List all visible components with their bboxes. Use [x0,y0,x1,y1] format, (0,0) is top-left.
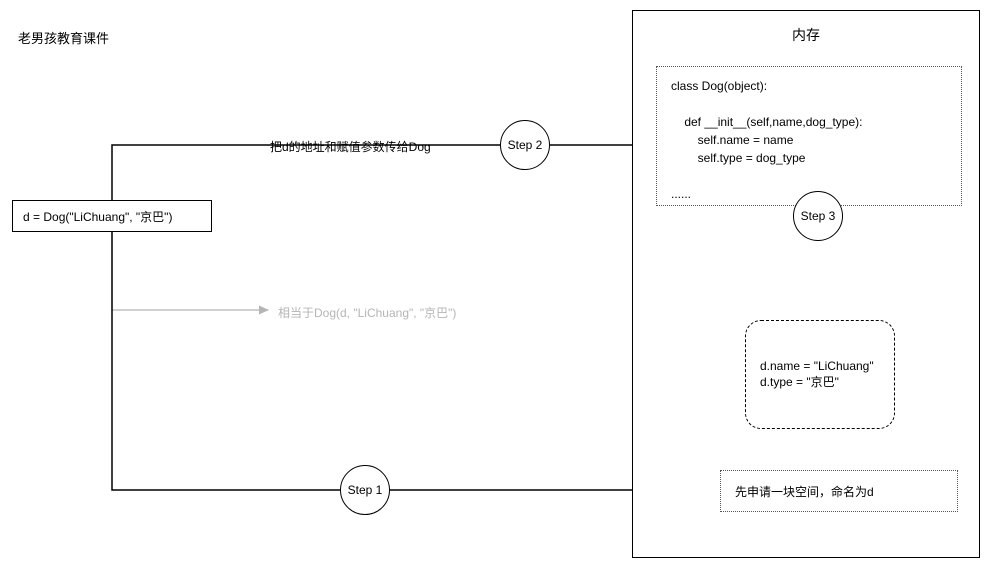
equiv-call-label: 相当于Dog(d, "LiChuang", "京巴") [278,304,456,321]
step1-circle: Step 1 [340,465,390,515]
pass-args-label: 把d的地址和赋值参数传给Dog [270,138,431,155]
step3-label: Step 3 [801,209,836,223]
step2-circle: Step 2 [500,120,550,170]
diagram-canvas: 老男孩教育课件 d = Dog("LiChuang", "京巴") 内存 cla… [0,0,992,569]
edge-src-to-step1 [112,232,340,490]
step1-label: Step 1 [348,483,383,497]
instance-attrs-text: d.name = "LiChuang" d.type = "京巴" [760,359,880,390]
class-def-box: class Dog(object): def __init__(self,nam… [656,66,962,206]
step2-label: Step 2 [508,138,543,152]
page-title: 老男孩教育课件 [18,28,109,47]
source-code-box: d = Dog("LiChuang", "京巴") [12,200,212,232]
step3-circle: Step 3 [793,191,843,241]
alloc-text: 先申请一块空间，命名为d [735,483,874,500]
edge-src-to-equiv [112,232,268,310]
memory-title: 内存 [633,25,979,45]
class-def-code: class Dog(object): def __init__(self,nam… [671,77,947,203]
alloc-box: 先申请一块空间，命名为d [720,470,958,512]
source-code-text: d = Dog("LiChuang", "京巴") [23,208,172,225]
instance-attrs-box: d.name = "LiChuang" d.type = "京巴" [745,320,895,429]
